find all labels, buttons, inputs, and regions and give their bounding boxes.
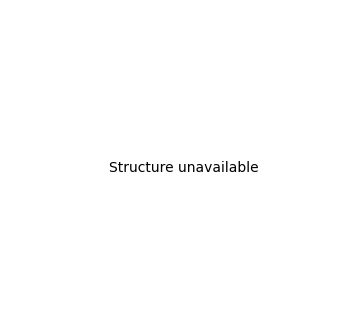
Text: Structure unavailable: Structure unavailable — [109, 161, 259, 175]
